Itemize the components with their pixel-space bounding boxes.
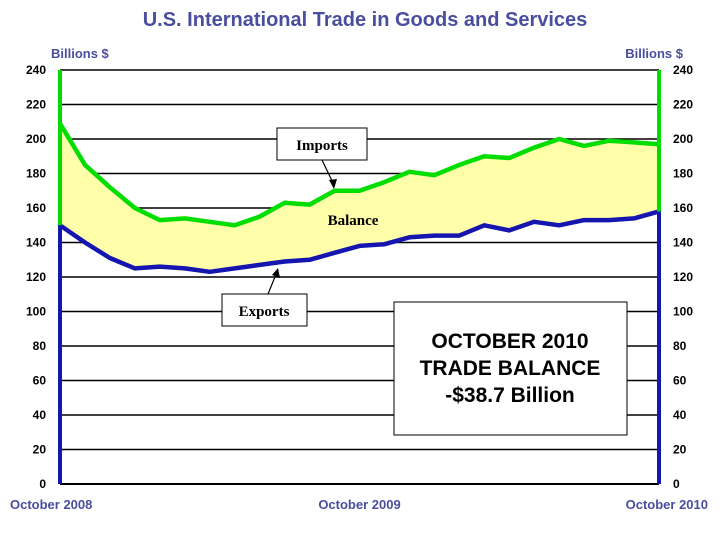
y-tick-left-20: 20	[33, 443, 47, 457]
y-tick-right-180: 180	[673, 167, 693, 181]
y-tick-right-20: 20	[673, 443, 687, 457]
y-tick-right-200: 200	[673, 132, 693, 146]
series-lines	[57, 121, 662, 275]
y-tick-right-0: 0	[673, 477, 680, 491]
x-tick-label-0: October 2008	[10, 497, 92, 512]
y-tick-left-40: 40	[33, 408, 47, 422]
y-tick-right-60: 60	[673, 374, 687, 388]
y-tick-right-100: 100	[673, 305, 693, 319]
y-tick-left-100: 100	[26, 305, 46, 319]
exports-label: Exports	[239, 304, 290, 320]
exports-arrow-head	[272, 268, 280, 278]
y-tick-left-240: 240	[26, 63, 46, 77]
callout-line-3: -$38.7 Billion	[445, 384, 575, 407]
trade-balance-callout: OCTOBER 2010 TRADE BALANCE -$38.7 Billio…	[393, 301, 628, 436]
y-tick-left-140: 140	[26, 236, 46, 250]
chart-title: U.S. International Trade in Goods and Se…	[143, 9, 588, 31]
balance-label: Balance	[328, 213, 379, 229]
y-tick-left-160: 160	[26, 201, 46, 215]
plot-frame	[58, 69, 661, 485]
y-tick-right-120: 120	[673, 270, 693, 284]
y-tick-left-120: 120	[26, 270, 46, 284]
series-line-imports	[57, 121, 662, 228]
y-tick-right-40: 40	[673, 408, 687, 422]
y-axis-label-right: Billions $	[625, 46, 684, 61]
x-tick-label-1: October 2009	[318, 497, 400, 512]
y-tick-right-80: 80	[673, 339, 687, 353]
exports-annotation: Exports	[221, 268, 308, 327]
y-tick-right-240: 240	[673, 63, 693, 77]
y-tick-left-80: 80	[33, 339, 47, 353]
y-ticks-left: 0 20 40 60 80 100 120 140 160 180 200 220 240	[26, 63, 46, 491]
y-tick-right-160: 160	[673, 201, 693, 215]
x-ticks: October 2008 October 2009 October 2010	[10, 497, 708, 512]
imports-annotation: Imports	[276, 127, 368, 189]
callout-line-1: OCTOBER 2010	[431, 330, 588, 353]
y-tick-left-180: 180	[26, 167, 46, 181]
y-tick-right-140: 140	[673, 236, 693, 250]
y-tick-left-200: 200	[26, 132, 46, 146]
imports-label: Imports	[296, 138, 348, 154]
imports-arrow-head	[329, 179, 337, 189]
y-tick-left-0: 0	[39, 477, 46, 491]
series-line-exports	[57, 209, 662, 275]
balance-fill	[60, 123, 659, 272]
callout-line-2: TRADE BALANCE	[420, 357, 601, 380]
balance-area	[60, 123, 659, 272]
y-tick-left-220: 220	[26, 98, 46, 112]
y-axis-label-left: Billions $	[51, 46, 110, 61]
x-tick-label-2: October 2010	[626, 497, 708, 512]
y-tick-left-60: 60	[33, 374, 47, 388]
y-tick-right-220: 220	[673, 98, 693, 112]
y-ticks-right: 0 20 40 60 80 100 120 140 160 180 200 220 240	[673, 63, 693, 491]
